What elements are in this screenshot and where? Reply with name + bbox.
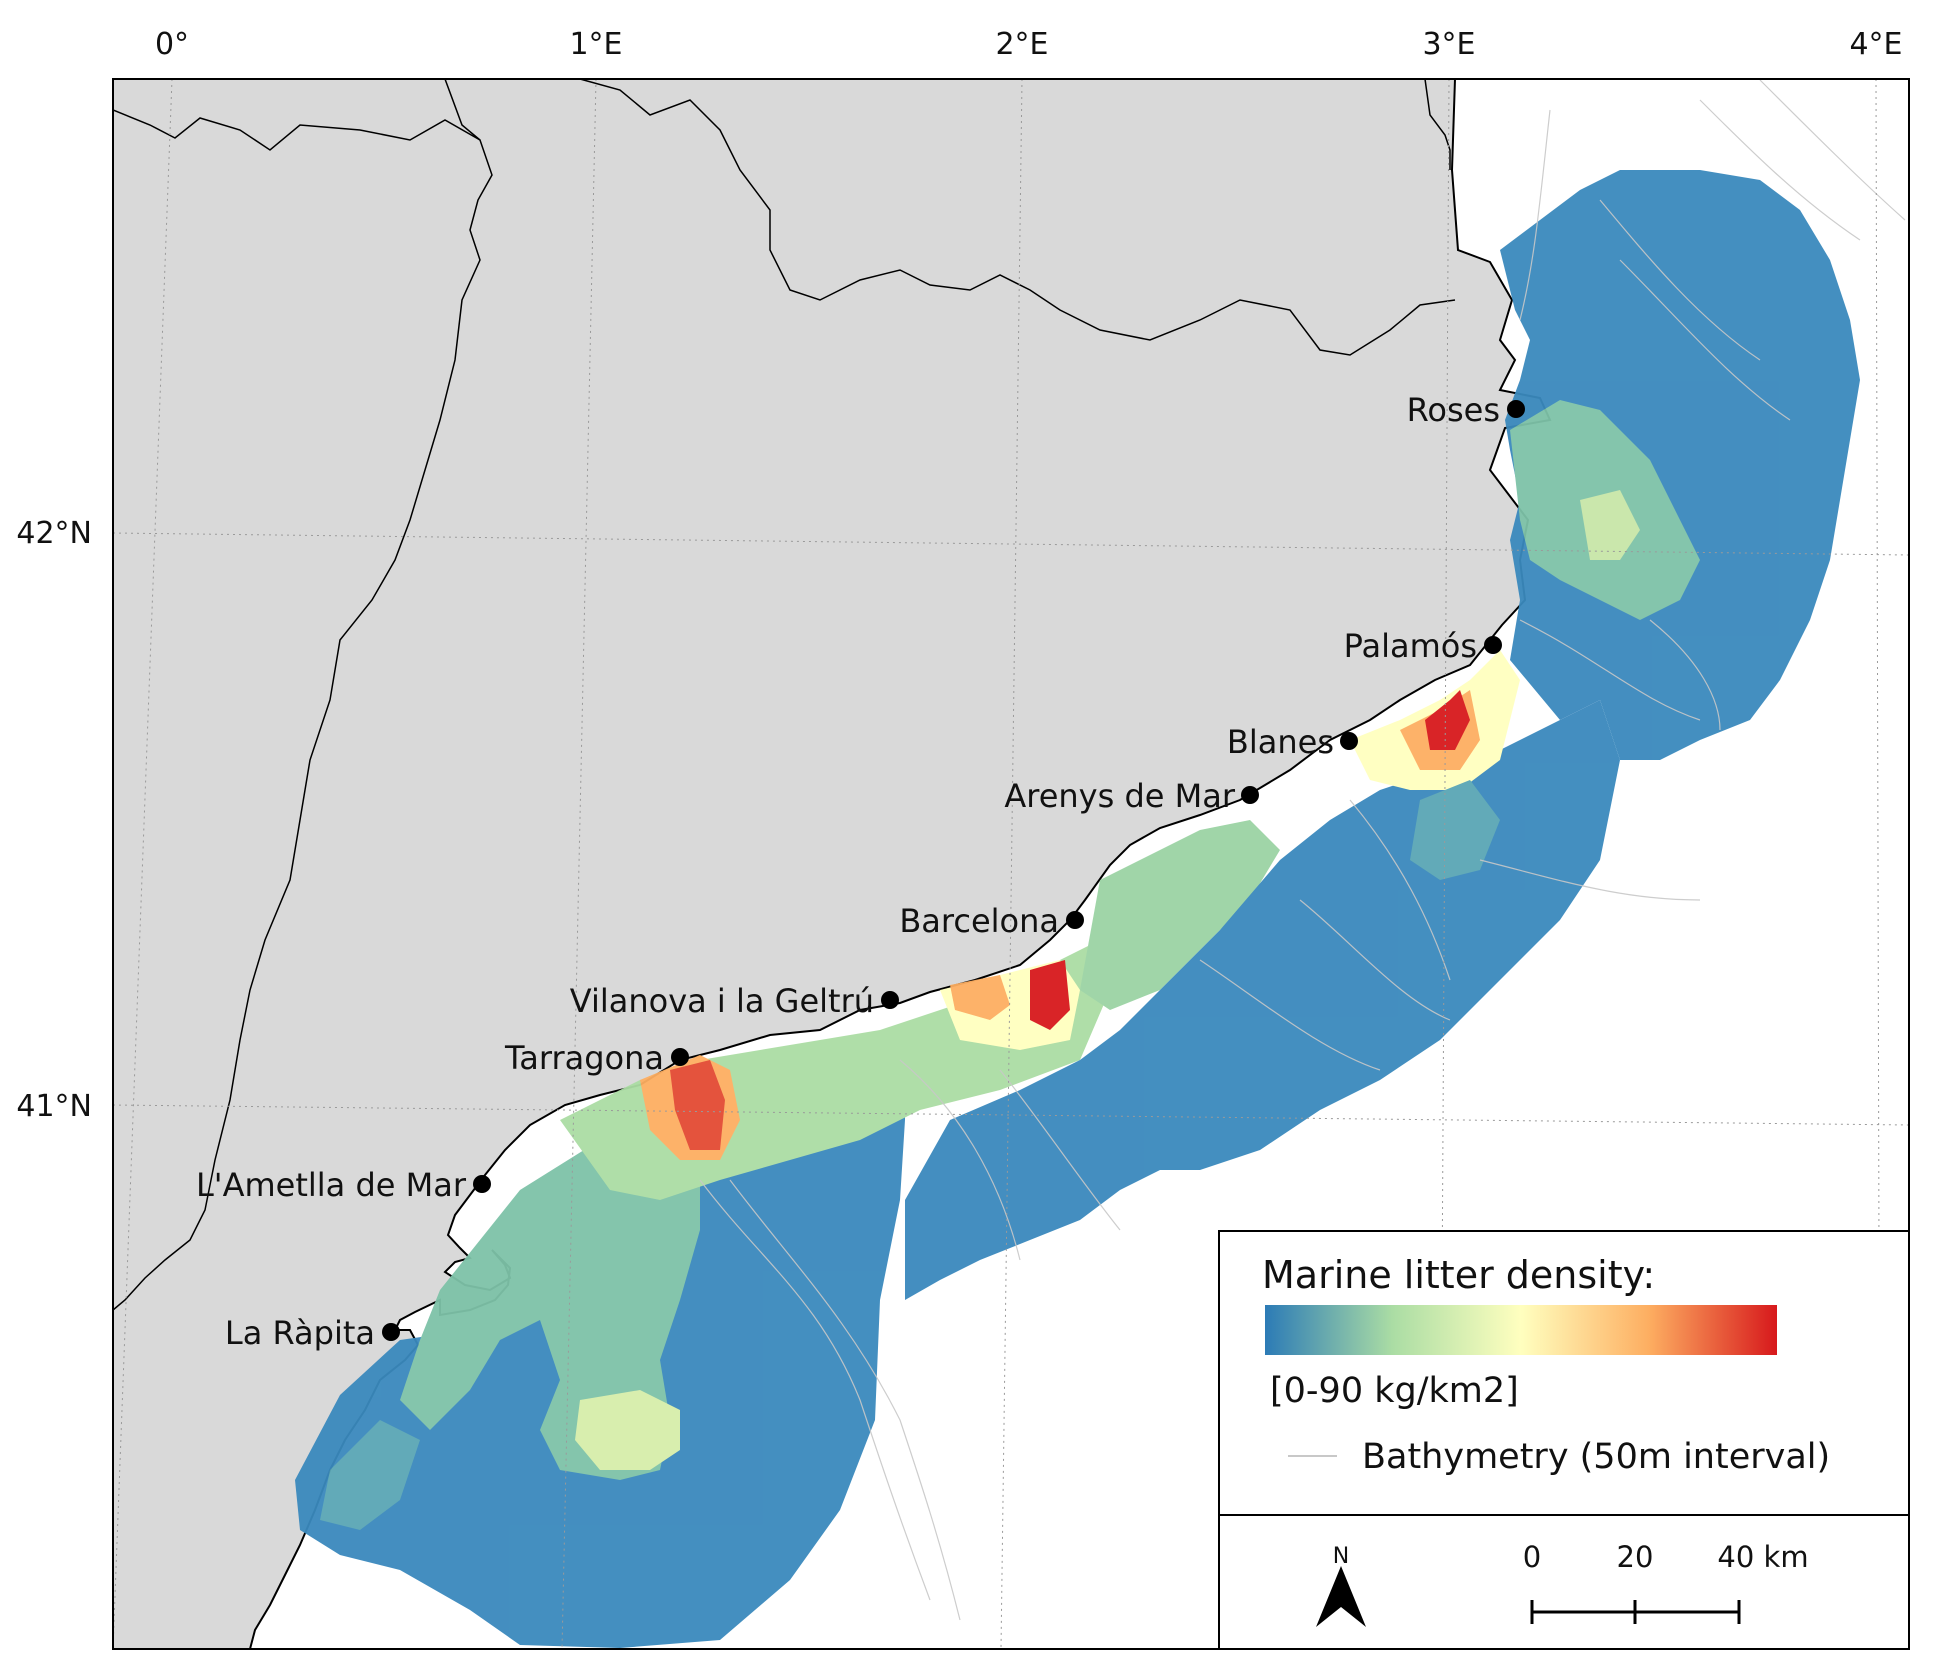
legend-color-ramp	[1265, 1305, 1777, 1355]
scale-bar	[1530, 1600, 1741, 1624]
lon-label-1: 1°E	[569, 27, 622, 62]
city-label-palamos: Palamós	[1344, 627, 1477, 665]
north-label: N	[1333, 1544, 1349, 1569]
lon-label-0: 0°	[155, 27, 189, 62]
city-label-arenys: Arenys de Mar	[1004, 777, 1235, 815]
legend: Marine litter density: [0-90 kg/km2] Bat…	[1218, 1230, 1910, 1650]
city-label-rapita: La Ràpita	[225, 1314, 375, 1352]
city-label-tarragona: Tarragona	[504, 1039, 664, 1077]
city-marker-barcelona	[1066, 911, 1084, 929]
city-marker-rapita	[382, 1323, 400, 1341]
border-line	[113, 109, 493, 1311]
lon-label-2: 2°E	[995, 27, 1048, 62]
city-label-vilanova: Vilanova i la Geltrú	[570, 982, 874, 1020]
city-marker-tarragona	[671, 1048, 689, 1066]
city-label-barcelona: Barcelona	[899, 902, 1059, 940]
scale-label-40: 40 km	[1717, 1540, 1808, 1574]
city-marker-arenys	[1241, 786, 1259, 804]
longitude-labels: 0° 1°E 2°E 3°E 4°E	[155, 27, 1903, 62]
scale-label-20: 20	[1617, 1540, 1654, 1574]
north-arrow-icon	[1316, 1566, 1366, 1627]
border-line	[444, 79, 1456, 356]
lon-label-4: 4°E	[1849, 27, 1902, 62]
city-marker-vilanova	[881, 991, 899, 1009]
lon-label-3: 3°E	[1422, 27, 1475, 62]
scale-label-0: 0	[1523, 1540, 1541, 1574]
city-marker-roses	[1507, 400, 1525, 418]
legend-title: Marine litter density:	[1262, 1253, 1655, 1297]
latitude-labels: 42°N 41°N	[16, 516, 92, 1124]
city-label-ametlla: L'Ametlla de Mar	[196, 1166, 467, 1204]
city-marker-palamos	[1484, 636, 1502, 654]
legend-box	[1218, 1230, 1910, 1650]
city-label-roses: Roses	[1407, 391, 1500, 429]
density-grid	[295, 170, 1860, 1648]
bathymetry-lines	[699, 79, 1906, 1621]
legend-bathymetry-label: Bathymetry (50m interval)	[1362, 1437, 1830, 1477]
lat-label-41: 41°N	[16, 1089, 92, 1124]
city-label-blanes: Blanes	[1227, 723, 1334, 761]
city-markers: Roses Palamós Blanes Arenys de Mar Barce…	[196, 391, 1525, 1352]
city-marker-blanes	[1340, 732, 1358, 750]
legend-range-label: [0-90 kg/km2]	[1270, 1371, 1519, 1411]
lat-label-42: 42°N	[16, 516, 92, 551]
map-frame	[112, 78, 1910, 1650]
border-line	[1424, 79, 1451, 170]
city-marker-ametlla	[473, 1175, 491, 1193]
